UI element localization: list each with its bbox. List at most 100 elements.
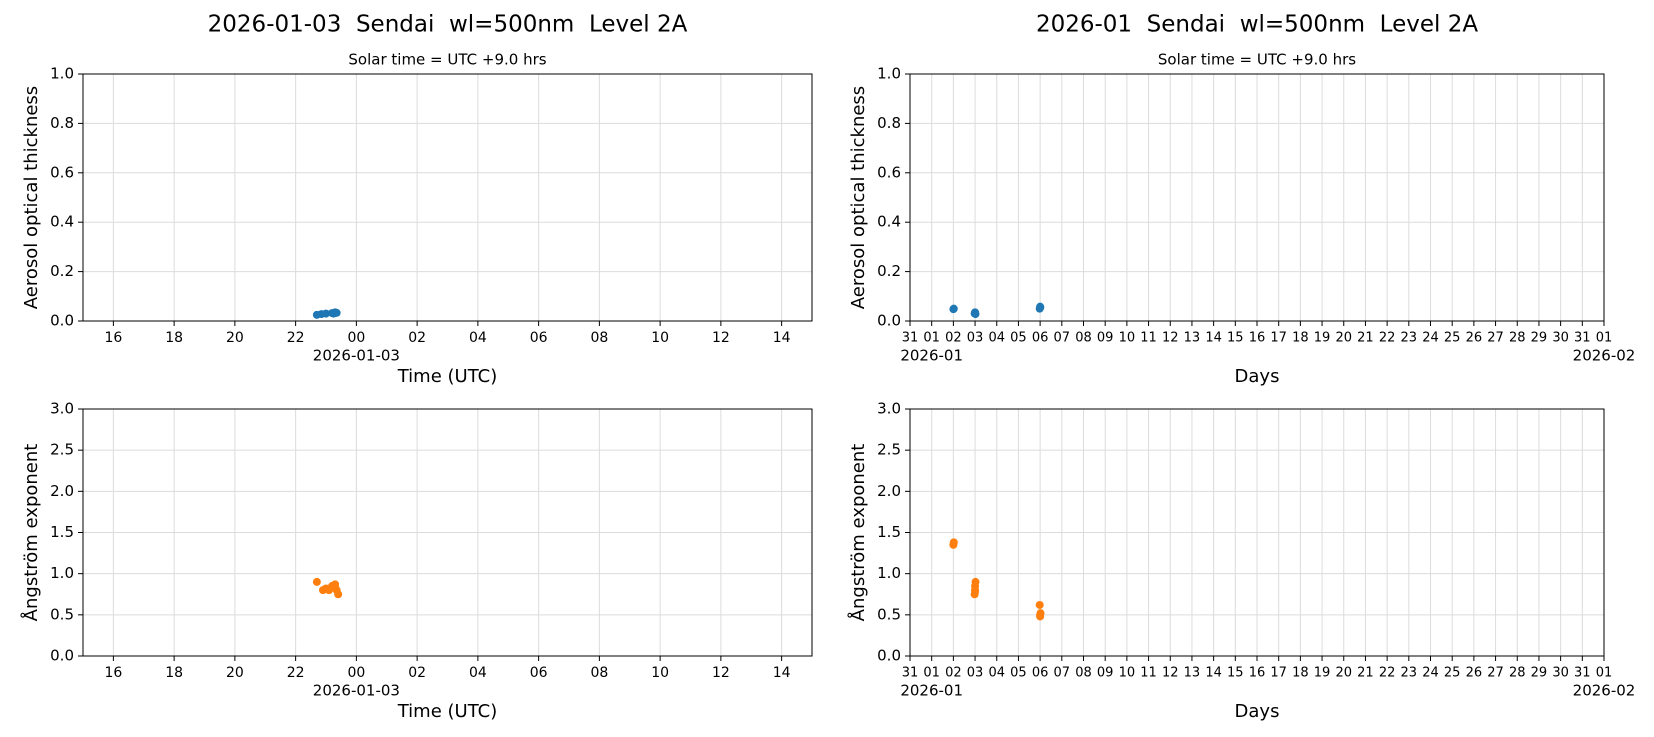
x-tick-label: 05 — [1010, 331, 1027, 346]
x-tick-label: 28 — [1509, 331, 1526, 346]
y-tick-label: 0.0 — [877, 647, 901, 665]
x-tick-label: 24 — [1422, 666, 1439, 681]
x-tick-label: 06 — [530, 665, 548, 681]
x-tick-label: 03 — [967, 666, 984, 681]
x-tick-label: 15 — [1227, 666, 1244, 681]
y-tick-label: 3.0 — [50, 400, 74, 418]
x-tick-label: 29 — [1531, 666, 1548, 681]
x-tick-label: 11 — [1140, 666, 1157, 681]
x-tick-label: 22 — [1379, 331, 1396, 346]
y-tick-label: 1.0 — [50, 564, 74, 582]
x-tick-label: 12 — [712, 665, 730, 681]
x-tick-label: 01 — [923, 331, 940, 346]
y-tick-label: 0.0 — [877, 312, 901, 330]
y-tick-label: 1.5 — [877, 523, 901, 541]
x-tick-label: 04 — [988, 331, 1005, 346]
x-tick-label: 29 — [1531, 331, 1548, 346]
x-tick-label: 02 — [945, 666, 962, 681]
x-tick-label: 31 — [902, 331, 919, 346]
chart-title: 2026-01 Sendai wl=500nm Level 2A — [1036, 12, 1478, 38]
y-tick-label: 1.5 — [50, 523, 74, 541]
x-tick-label: 02 — [408, 330, 426, 346]
x-tick-label: 08 — [590, 665, 608, 681]
y-tick-label: 0.6 — [877, 163, 901, 181]
y-tick-label: 0.4 — [50, 213, 74, 231]
x-tick-label: 06 — [530, 330, 548, 346]
y-tick-label: 0.6 — [50, 163, 74, 181]
x-tick-label: 13 — [1184, 331, 1201, 346]
y-tick-label: 0.4 — [877, 213, 901, 231]
data-point — [971, 310, 980, 319]
x-tick-label: 18 — [1292, 331, 1309, 346]
x-tick-label: 31 — [1574, 331, 1591, 346]
x-tick-label: 09 — [1097, 666, 1114, 681]
x-tick-label: 16 — [1249, 666, 1266, 681]
x-tick-label: 18 — [165, 665, 183, 681]
x-tick-label: 16 — [104, 665, 122, 681]
x-tick-label: 31 — [1574, 666, 1591, 681]
x-tick-sublabel: 2026-01 — [900, 347, 963, 365]
x-tick-label: 26 — [1466, 331, 1483, 346]
x-tick-label: 12 — [1162, 666, 1179, 681]
x-tick-label: 14 — [1205, 666, 1222, 681]
y-tick-label: 2.5 — [877, 441, 901, 459]
y-tick-label: 2.0 — [877, 482, 901, 500]
chart-subtitle: Solar time = UTC +9.0 hrs — [348, 51, 546, 69]
x-tick-label: 15 — [1227, 331, 1244, 346]
x-tick-label: 01 — [1596, 331, 1613, 346]
x-tick-label: 09 — [1097, 331, 1114, 346]
data-point — [1036, 609, 1045, 618]
x-axis-label: Days — [1235, 366, 1280, 387]
x-tick-label: 25 — [1444, 666, 1461, 681]
y-tick-label: 0.0 — [50, 647, 74, 665]
y-tick-label: 0.2 — [877, 262, 901, 280]
x-tick-label: 10 — [651, 330, 669, 346]
x-tick-label: 00 — [347, 330, 365, 346]
y-tick-label: 0.8 — [50, 114, 74, 132]
x-tick-label: 04 — [469, 330, 487, 346]
x-tick-label: 22 — [1379, 666, 1396, 681]
data-point — [971, 587, 980, 596]
x-tick-label: 02 — [408, 665, 426, 681]
y-axis-label: Aerosol optical thickness — [848, 86, 869, 309]
x-tick-label: 22 — [287, 665, 305, 681]
x-tick-label: 28 — [1509, 666, 1526, 681]
x-tick-sublabel: 2026-02 — [1573, 682, 1636, 700]
x-tick-label: 18 — [165, 330, 183, 346]
x-tick-label: 08 — [590, 330, 608, 346]
panel: 0.0 0.5 1.0 1.5 2.0 2.5 3.0 31 01 02 03 04 05 06 07 08 0… — [847, 400, 1635, 723]
y-tick-label: 0.2 — [50, 262, 74, 280]
x-tick-label: 08 — [1075, 666, 1092, 681]
x-tick-label: 00 — [347, 665, 365, 681]
plot-frame — [82, 408, 813, 657]
x-tick-label: 01 — [1596, 666, 1613, 681]
data-point — [322, 309, 330, 318]
x-tick-label: 03 — [967, 331, 984, 346]
x-tick-label: 07 — [1054, 331, 1071, 346]
x-tick-label: 12 — [1162, 331, 1179, 346]
data-point — [1036, 303, 1045, 312]
x-tick-label: 21 — [1357, 331, 1374, 346]
y-tick-label: 0.0 — [50, 312, 74, 330]
x-axis-label: Time (UTC) — [397, 366, 498, 387]
data-point — [332, 308, 341, 317]
x-tick-label: 20 — [226, 330, 244, 346]
x-tick-label: 19 — [1314, 331, 1331, 346]
x-tick-label: 25 — [1444, 331, 1461, 346]
panel: 0.0 0.5 1.0 1.5 2.0 2.5 3.0 16 18 20 22 00 02 04 06 08 1… — [20, 400, 813, 722]
y-tick-label: 1.0 — [877, 564, 901, 582]
x-tick-label: 16 — [104, 330, 122, 346]
x-tick-label: 06 — [1032, 331, 1049, 346]
x-tick-label: 04 — [469, 665, 487, 681]
x-tick-label: 11 — [1140, 331, 1157, 346]
x-tick-label: 27 — [1487, 666, 1504, 681]
x-tick-label: 23 — [1401, 331, 1418, 346]
x-tick-label: 18 — [1292, 666, 1309, 681]
x-tick-label: 05 — [1010, 666, 1027, 681]
plot-frame — [909, 408, 1605, 657]
data-point — [949, 538, 958, 547]
x-tick-label: 12 — [712, 330, 730, 346]
x-tick-label: 10 — [1119, 666, 1136, 681]
x-tick-label: 04 — [988, 666, 1005, 681]
